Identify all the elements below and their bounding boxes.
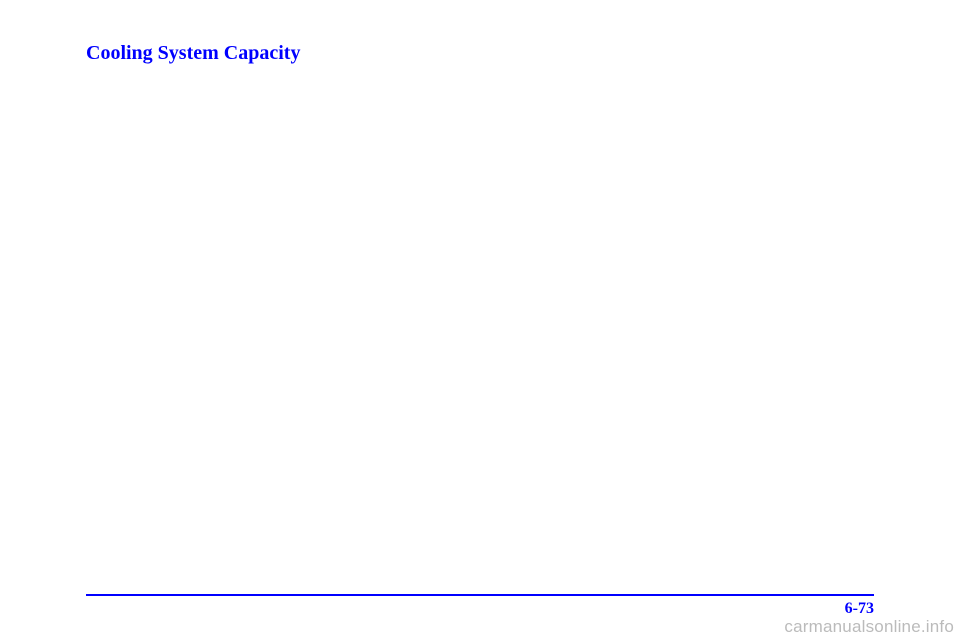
footer-divider — [86, 594, 874, 596]
watermark-text: carmanualsonline.info — [784, 617, 954, 637]
page-number: 6-73 — [845, 600, 874, 618]
section-heading: Cooling System Capacity — [86, 42, 300, 65]
